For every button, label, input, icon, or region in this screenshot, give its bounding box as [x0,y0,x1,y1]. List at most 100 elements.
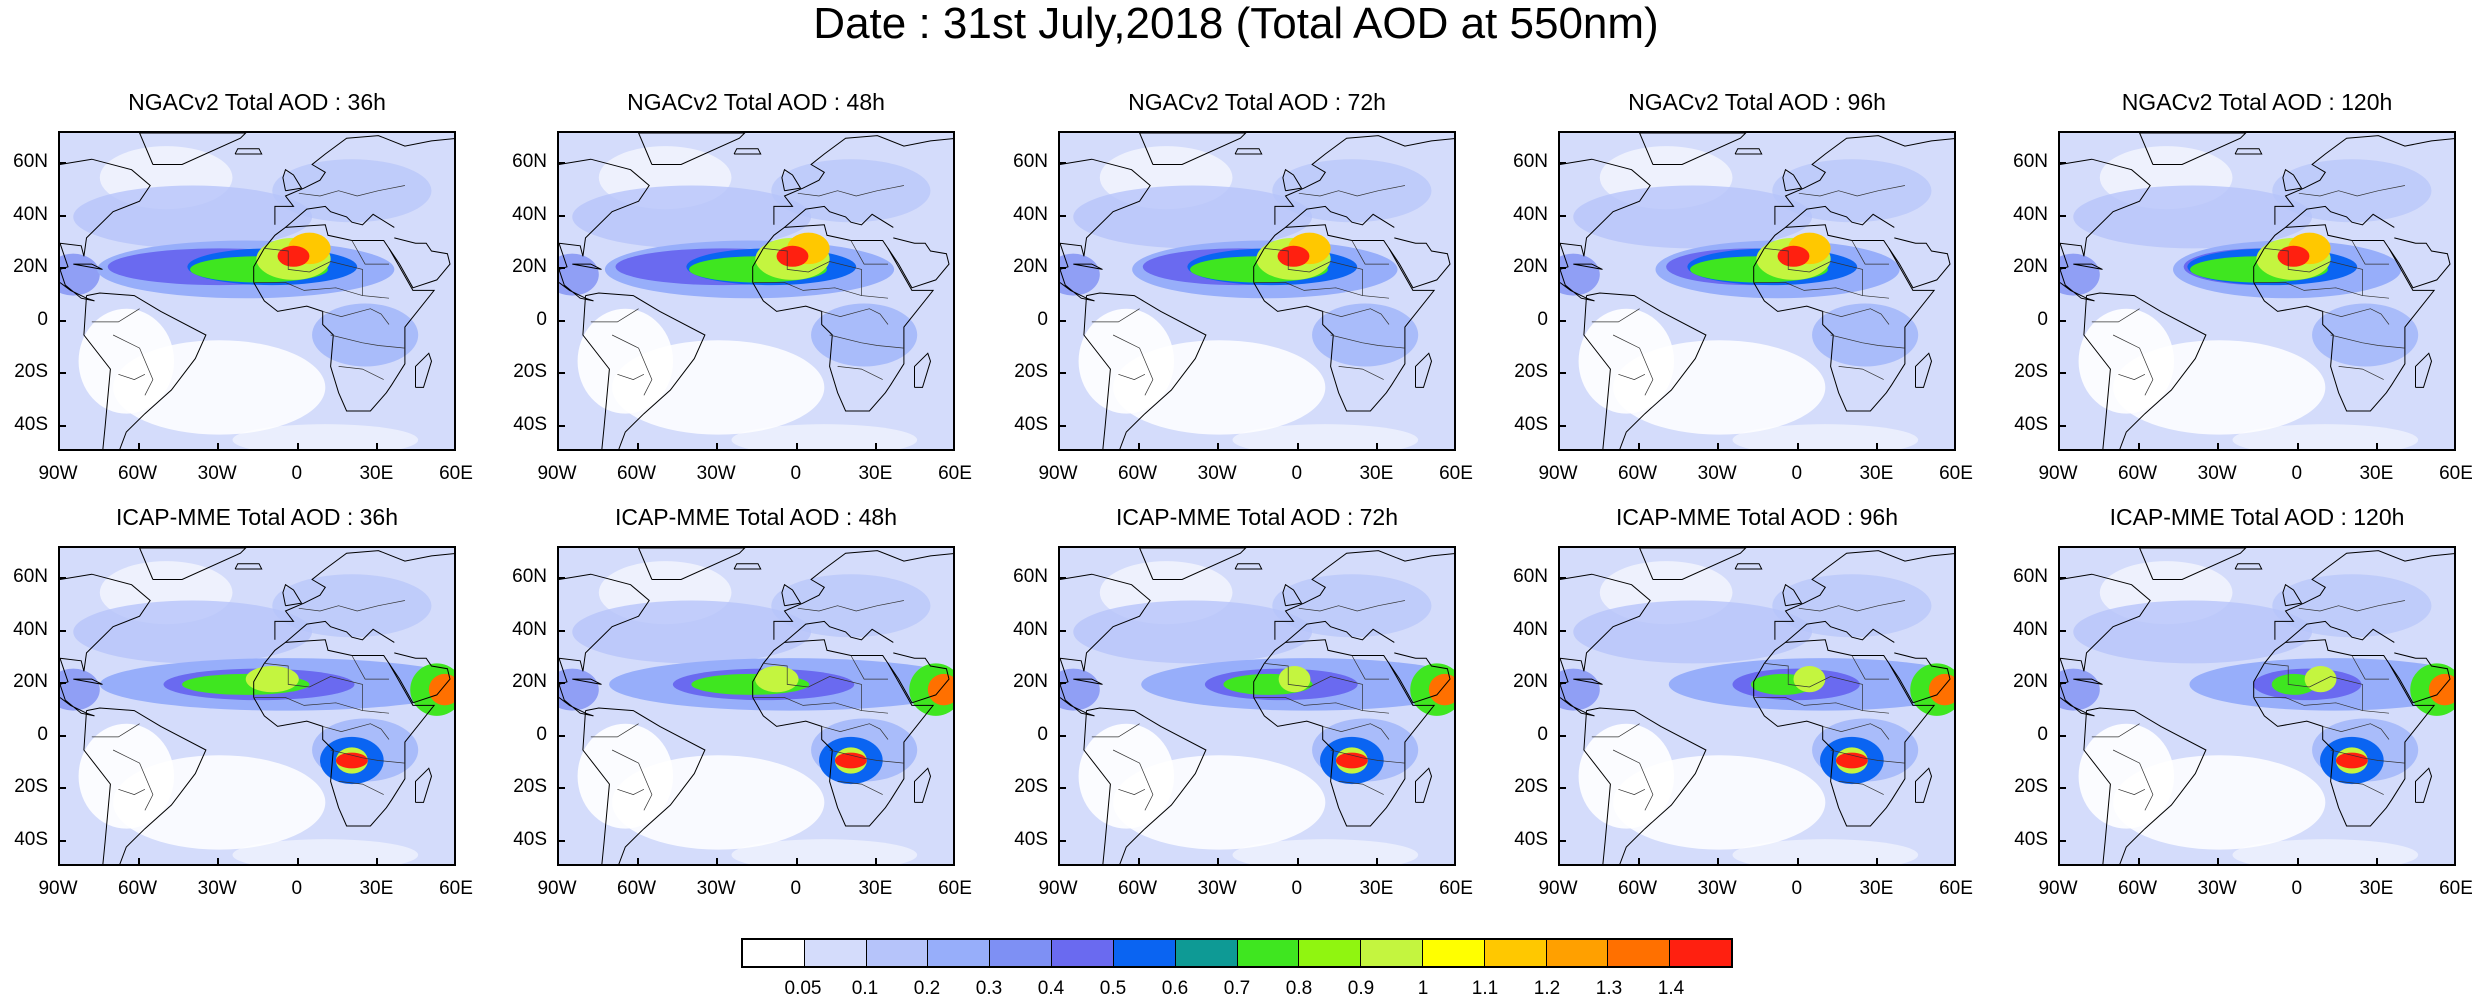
lat-tick-label: 20N [1013,671,1048,693]
country-border [2091,308,2140,323]
lon-tick-label: 60E [1439,463,1473,484]
colorbar-swatch [1361,940,1423,966]
lat-tick [557,372,565,375]
lat-tick-label: 60N [1513,566,1548,588]
country-border [1838,781,1884,795]
lon-tick-label: 0 [291,463,303,484]
colorbar-swatch [1608,940,1671,966]
coastline [253,224,436,412]
panel-title: ICAP-MME Total AOD : 120h [2109,504,2405,530]
lon-tick [2137,858,2140,866]
colorbar-label: 1.1 [1471,978,1499,999]
lat-tick [2058,682,2066,685]
aod-contour [2272,574,2432,638]
colorbar-label: 0.9 [1347,978,1375,999]
lon-tick-label: 60E [938,463,972,484]
lat-tick [1058,424,1066,427]
coastline [60,158,151,302]
lat-tick [1558,162,1566,165]
lat-tick-label: 40S [2014,828,2048,850]
lat-tick-label: 0 [536,308,547,330]
coastline [2388,652,2451,704]
country-border [829,334,904,349]
lon-tick-label: 60W [1618,878,1658,899]
coastline [752,224,935,412]
country-border [763,663,889,714]
aod-contour [78,308,175,414]
lat-tick-label: 40N [13,203,48,225]
coastline [73,263,103,270]
lat-tick-label: 20S [513,776,547,798]
coastline [282,168,303,192]
country-border [763,248,889,299]
country-border [1591,723,1640,738]
coastline [1774,135,1954,225]
coastline [2253,639,2436,827]
aod-contour [2335,752,2368,769]
lat-tick-label: 60N [1513,151,1548,173]
coastline [1415,767,1433,803]
aod-contour [577,308,674,414]
coastline [733,563,762,570]
lat-tick-label: 0 [2037,308,2048,330]
lon-tick-label: 60W [1118,878,1158,899]
country-border [1838,366,1884,380]
country-border [1851,655,1889,680]
lon-tick-label: 90W [537,463,577,484]
country-border [797,185,904,197]
lon-tick [1058,443,1060,451]
lat-tick-label: 20S [14,361,48,383]
lat-tick [1058,577,1066,580]
map-panel: NGACv2 Total AOD : 36h 60N 40N 20N 0 20S 40S 90… [13,89,473,484]
colorbar-swatch [1175,940,1238,966]
coastline [1560,573,1651,717]
lat-tick [2058,267,2066,270]
country-border [611,749,653,811]
lat-tick [58,267,66,270]
coastline [415,352,433,388]
coastline [559,573,650,717]
country-border [2118,788,2146,795]
lat-tick [58,787,66,790]
lat-tick [1558,319,1566,322]
lon-tick [875,443,878,451]
country-border [590,308,639,323]
coastline [1282,168,1303,192]
colorbar-label: 0.8 [1285,978,1313,999]
coastline [781,168,802,192]
lon-tick-label: 30W [1197,463,1237,484]
lon-tick [1717,443,1720,451]
country-border [338,781,384,795]
country-border [837,781,883,795]
lon-tick [875,858,878,866]
lat-tick-label: 20S [2014,361,2048,383]
lat-tick-label: 20N [2013,671,2048,693]
country-border [1298,600,1405,612]
lon-tick-label: 0 [790,463,802,484]
lat-tick-label: 20N [13,256,48,278]
country-border [1351,240,1389,265]
lon-tick [296,443,299,451]
lat-tick [1558,629,1566,632]
lon-tick [1796,443,1799,451]
lon-tick [557,858,559,866]
panel-title: ICAP-MME Total AOD : 96h [1615,504,1899,530]
lat-tick-label: 40S [1514,413,1548,435]
lon-tick [1296,858,1299,866]
colorbar-label: 0.05 [784,978,822,999]
lat-tick-label: 40S [1014,828,1048,850]
country-border [91,308,140,323]
country-border [1618,373,1646,380]
country-border [611,334,653,396]
lon-tick-label: 0 [1291,463,1303,484]
country-border [1764,663,1890,714]
coastline [1753,639,1936,827]
lon-tick [1876,858,1879,866]
lat-tick-label: 20N [13,671,48,693]
lon-tick-label: 60W [2118,878,2158,899]
aod-contour [2272,159,2432,223]
coastline [784,205,894,228]
coastline [752,639,935,827]
lon-tick [58,443,60,451]
panel-title: NGACv2 Total AOD : 48h [627,89,885,115]
